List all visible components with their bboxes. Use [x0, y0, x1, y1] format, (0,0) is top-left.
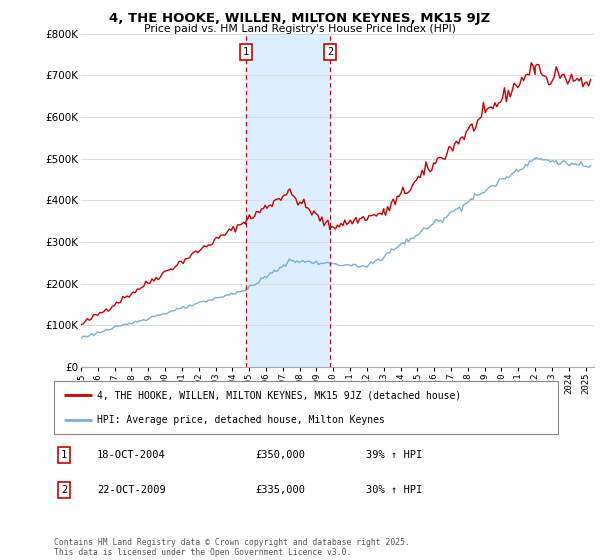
FancyBboxPatch shape	[54, 381, 558, 434]
Text: £335,000: £335,000	[256, 485, 305, 495]
Text: £350,000: £350,000	[256, 450, 305, 460]
Text: 39% ↑ HPI: 39% ↑ HPI	[367, 450, 423, 460]
Text: 18-OCT-2004: 18-OCT-2004	[97, 450, 166, 460]
Text: Contains HM Land Registry data © Crown copyright and database right 2025.
This d: Contains HM Land Registry data © Crown c…	[54, 538, 410, 557]
Text: 22-OCT-2009: 22-OCT-2009	[97, 485, 166, 495]
Text: HPI: Average price, detached house, Milton Keynes: HPI: Average price, detached house, Milt…	[97, 414, 385, 424]
Bar	[246, 34, 330, 367]
Text: 4, THE HOOKE, WILLEN, MILTON KEYNES, MK15 9JZ: 4, THE HOOKE, WILLEN, MILTON KEYNES, MK1…	[109, 12, 491, 25]
Text: Price paid vs. HM Land Registry's House Price Index (HPI): Price paid vs. HM Land Registry's House …	[144, 24, 456, 34]
Text: 1: 1	[243, 47, 249, 57]
Text: 30% ↑ HPI: 30% ↑ HPI	[367, 485, 423, 495]
Text: 2: 2	[327, 47, 333, 57]
Text: 4, THE HOOKE, WILLEN, MILTON KEYNES, MK15 9JZ (detached house): 4, THE HOOKE, WILLEN, MILTON KEYNES, MK1…	[97, 390, 461, 400]
Text: 1: 1	[61, 450, 67, 460]
Text: 2: 2	[61, 485, 67, 495]
